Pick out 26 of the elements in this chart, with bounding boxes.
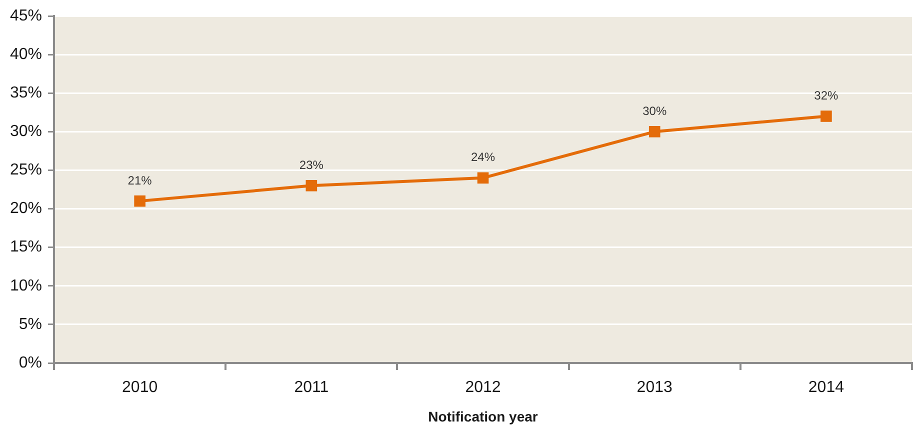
data-label: 24% bbox=[470, 150, 496, 164]
point bbox=[306, 180, 318, 192]
x-axis-title: Notification year bbox=[428, 408, 538, 424]
data-label: 30% bbox=[642, 104, 667, 118]
data-label: 21% bbox=[128, 173, 152, 188]
point bbox=[648, 126, 660, 138]
y-tick-label: 25% bbox=[10, 162, 42, 179]
point bbox=[134, 195, 146, 207]
x-tick-label: 2014 bbox=[808, 379, 844, 396]
point bbox=[820, 110, 832, 122]
y-tick-label: 15% bbox=[10, 238, 42, 256]
point bbox=[477, 172, 489, 184]
y-tick-label: 40% bbox=[10, 46, 42, 63]
x-tick-label: 2011 bbox=[294, 379, 329, 396]
x-tick-label: 2012 bbox=[465, 379, 501, 396]
y-tick-label: 30% bbox=[10, 123, 42, 140]
x-tick-label: 2010 bbox=[122, 379, 158, 396]
x-tick-label: 2013 bbox=[636, 379, 673, 396]
y-tick-label: 35% bbox=[10, 84, 42, 102]
data-label: 23% bbox=[299, 158, 324, 172]
y-tick-label: 5% bbox=[18, 316, 42, 333]
y-tick-label: 20% bbox=[10, 200, 42, 218]
data-label: 32% bbox=[814, 88, 839, 103]
y-tick-label: 0% bbox=[18, 354, 42, 372]
y-tick-label: 45% bbox=[10, 7, 42, 24]
y-tick-label: 10% bbox=[10, 277, 42, 294]
